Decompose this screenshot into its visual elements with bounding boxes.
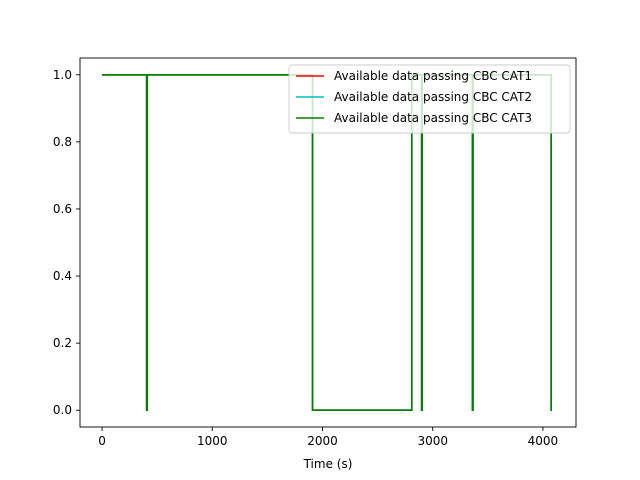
legend-entry-cat1: Available data passing CBC CAT1 <box>334 69 532 83</box>
x-tick-label: 2000 <box>307 434 338 448</box>
x-axis-label: Time (s) <box>303 457 353 471</box>
legend-entry-cat2: Available data passing CBC CAT2 <box>334 90 532 104</box>
y-tick-label: 1.0 <box>53 68 72 82</box>
legend-entry-cat3: Available data passing CBC CAT3 <box>334 111 532 125</box>
y-tick-label: 0.2 <box>53 336 72 350</box>
y-tick-label: 0.4 <box>53 269 72 283</box>
y-tick-label: 0.8 <box>53 135 72 149</box>
y-tick-label: 0.0 <box>53 403 72 417</box>
x-tick-label: 3000 <box>417 434 448 448</box>
plot-frame <box>79 57 577 428</box>
x-tick-label: 1000 <box>197 434 228 448</box>
x-tick-label: 0 <box>98 434 106 448</box>
x-tick-label: 4000 <box>528 434 559 448</box>
legend: Available data passing CBC CAT1 Available… <box>288 64 571 134</box>
y-tick-label: 0.6 <box>53 202 72 216</box>
axes-layer: 0 1000 2000 3000 4000 0.0 0.2 0.4 0.6 0.8 1.0 <box>53 57 577 448</box>
legend-box <box>288 64 571 134</box>
